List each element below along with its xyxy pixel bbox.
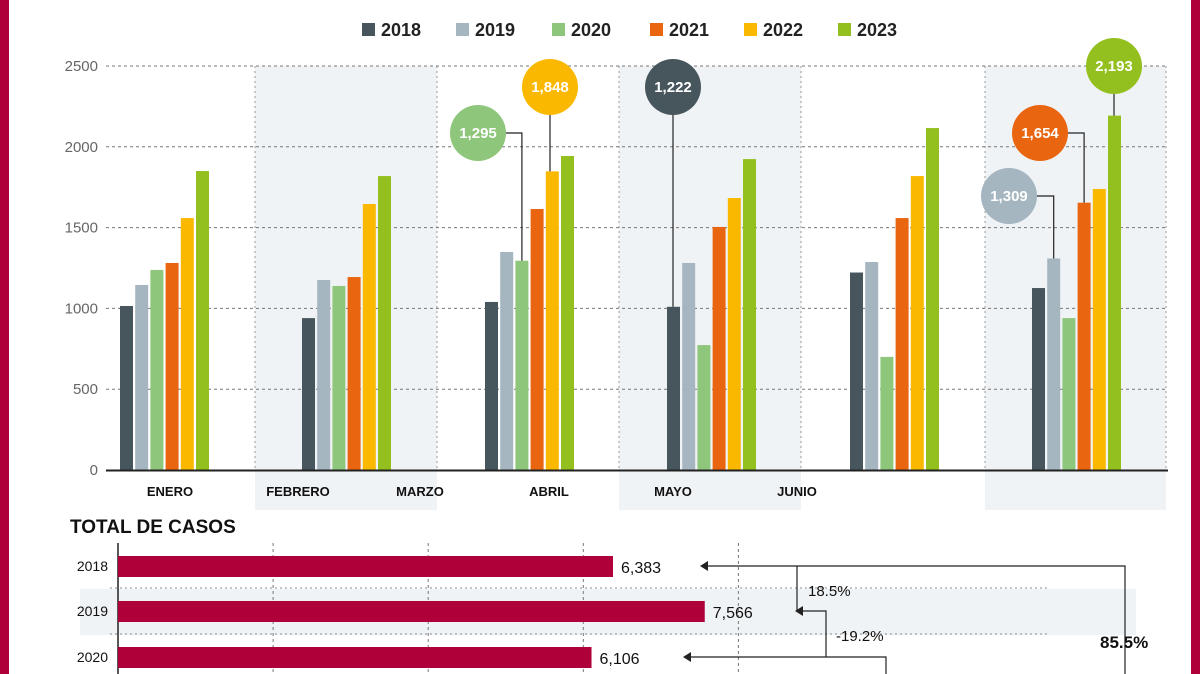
bar-2018-marzo <box>485 301 498 470</box>
bar-2022-febrero <box>362 204 376 470</box>
legend-swatch-2021 <box>650 23 663 36</box>
legend-label: 2019 <box>475 20 515 40</box>
callout-bubble <box>645 59 701 115</box>
bar-2020-marzo <box>515 260 529 470</box>
legend-swatch-2018 <box>362 23 375 36</box>
change-2019-2020: -19.2% <box>836 628 884 645</box>
callout-bubble <box>1086 38 1142 94</box>
legend-label: 2022 <box>763 20 803 40</box>
bar-2022-junio <box>1092 188 1106 470</box>
y-tick-label: 500 <box>73 381 98 398</box>
legend-swatch-2020 <box>552 23 565 36</box>
total-bar-2019 <box>118 601 705 622</box>
month-label: MAYO <box>654 484 692 499</box>
legend-swatch-2022 <box>744 23 757 36</box>
connector-2019-2020 <box>687 610 887 674</box>
bar-2020-abril <box>697 345 711 470</box>
y-tick-label: 1500 <box>65 220 98 237</box>
callout-value: 1,848 <box>531 79 569 96</box>
legend-label: 2023 <box>857 20 897 40</box>
bar-2018-junio <box>1032 288 1045 470</box>
bar-2019-mayo <box>865 262 879 470</box>
y-tick-label: 0 <box>90 462 98 479</box>
change-2018-2023: 85.5% <box>1100 633 1148 652</box>
callout-bubble <box>1012 105 1068 161</box>
bar-2022-marzo <box>545 171 559 470</box>
month-label: MARZO <box>396 484 444 499</box>
month-label: JUNIO <box>777 484 817 499</box>
bar-2021-mayo <box>895 218 909 470</box>
month-label: ABRIL <box>529 484 569 499</box>
totals-title: TOTAL DE CASOS <box>70 517 236 538</box>
total-bar-2018 <box>118 556 613 577</box>
bar-2021-abril <box>712 226 726 470</box>
bar-2019-marzo <box>500 252 514 470</box>
arrowhead <box>795 606 803 616</box>
bar-2020-febrero <box>332 285 346 470</box>
month-label: ENERO <box>147 484 193 499</box>
callout-value: 1,295 <box>459 125 497 142</box>
y-tick-label: 2500 <box>65 58 98 75</box>
total-value-label: 6,106 <box>600 651 640 668</box>
bar-2022-enero <box>180 218 194 470</box>
callout-bubble <box>522 59 578 115</box>
column-band <box>255 66 437 510</box>
callout-bubble <box>450 105 506 161</box>
arrowhead <box>683 652 691 662</box>
legend-label: 2020 <box>571 20 611 40</box>
legend-swatch-2019 <box>456 23 469 36</box>
bar-2021-junio <box>1077 202 1091 470</box>
bar-2023-enero <box>196 171 209 471</box>
connector-2018-2023 <box>704 565 1126 674</box>
bar-2021-febrero <box>347 277 361 470</box>
bar-2019-febrero <box>317 279 331 470</box>
callout-value: 1,309 <box>990 188 1028 205</box>
bar-2018-abril <box>667 306 680 470</box>
legend-label: 2021 <box>669 20 709 40</box>
change-2018-2019: 18.5% <box>808 583 851 600</box>
total-bar-2020 <box>118 647 592 668</box>
bar-2020-mayo <box>880 356 894 470</box>
month-label: FEBRERO <box>266 484 330 499</box>
bar-2023-febrero <box>378 176 391 470</box>
bar-2018-mayo <box>850 272 863 470</box>
total-year-label: 2020 <box>77 649 108 665</box>
total-year-label: 2018 <box>77 558 108 574</box>
legend-label: 2018 <box>381 20 421 40</box>
bar-2020-enero <box>150 269 164 470</box>
callout-bubble <box>981 168 1037 224</box>
total-value-label: 7,566 <box>713 605 753 622</box>
right-frame-border <box>1191 0 1200 674</box>
y-tick-label: 2000 <box>65 139 98 156</box>
bar-2023-marzo <box>561 156 574 470</box>
legend-swatch-2023 <box>838 23 851 36</box>
bar-2021-enero <box>165 262 179 470</box>
total-value-label: 6,383 <box>621 560 661 577</box>
bar-2022-mayo <box>910 176 924 470</box>
callout-value: 1,222 <box>654 79 692 96</box>
bar-2018-enero <box>120 305 133 470</box>
bar-2018-febrero <box>302 318 315 470</box>
left-frame-border <box>0 0 9 674</box>
total-year-label: 2019 <box>77 603 108 619</box>
callout-value: 2,193 <box>1095 58 1133 75</box>
bar-2019-junio <box>1047 258 1061 470</box>
bar-2023-mayo <box>926 128 939 471</box>
bar-2019-abril <box>682 262 696 470</box>
bar-2020-junio <box>1062 318 1076 470</box>
bar-2023-junio <box>1108 115 1121 470</box>
bar-2019-enero <box>135 284 149 470</box>
y-tick-label: 1000 <box>65 300 98 317</box>
bar-2022-abril <box>727 198 741 470</box>
callout-value: 1,654 <box>1021 125 1059 142</box>
bar-2023-abril <box>743 159 756 470</box>
bar-2021-marzo <box>530 209 544 471</box>
arrowhead <box>700 561 708 571</box>
